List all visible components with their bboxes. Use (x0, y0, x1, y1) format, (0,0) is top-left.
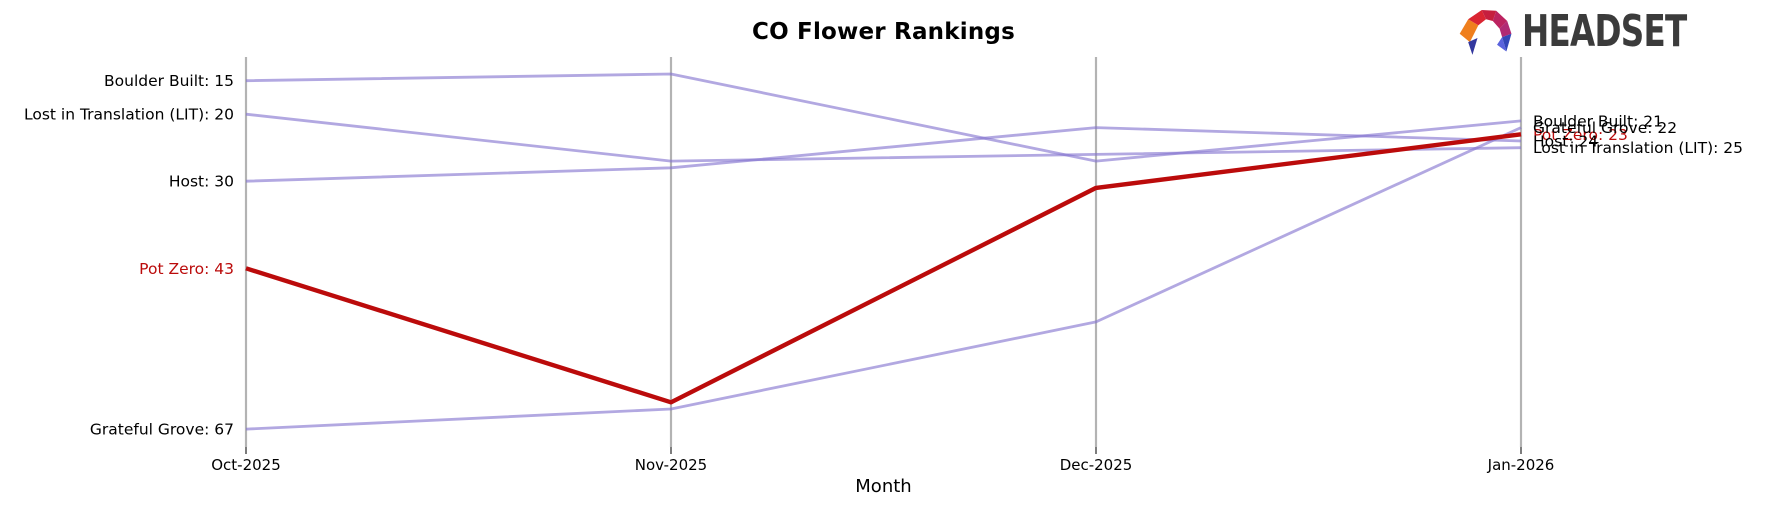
tick-label-nov-2025: Nov-2025 (635, 456, 707, 474)
end-label-grateful-grove: Grateful Grove: 22 (1533, 119, 1677, 137)
tick-label-dec-2025: Dec-2025 (1060, 456, 1133, 474)
end-label-host: Host: 24 (1533, 133, 1598, 151)
headset-logo-text: HEADSET (1522, 6, 1687, 57)
tick-label-jan-2026: Jan-2026 (1487, 456, 1555, 474)
headset-logo: HEADSET (1458, 3, 1744, 61)
series-line-boulder-built (245, 72, 1522, 163)
series-line-host (245, 126, 1522, 183)
tick-label-oct-2025: Oct-2025 (211, 456, 281, 474)
start-label-lost-in-translation-lit: Lost in Translation (LIT): 20 (24, 106, 234, 124)
x-axis-label: Month (855, 476, 912, 497)
start-label-boulder-built: Boulder Built: 15 (104, 72, 234, 90)
headset-logo-icon (1459, 9, 1512, 55)
start-label-grateful-grove: Grateful Grove: 67 (90, 421, 234, 439)
start-label-host: Host: 30 (169, 173, 234, 191)
end-label-lost-in-translation-lit: Lost in Translation (LIT): 25 (1533, 139, 1743, 157)
start-label-pot-zero: Pot Zero: 43 (139, 260, 234, 278)
series-line-grateful-grove (245, 126, 1522, 431)
chart-title: CO Flower Rankings (752, 19, 1015, 45)
series-line-pot-zero (245, 132, 1522, 405)
end-label-boulder-built: Boulder Built: 21 (1533, 112, 1663, 130)
end-label-pot-zero: Pot Zero: 23 (1533, 126, 1628, 144)
series-line-lost-in-translation-lit (245, 112, 1522, 163)
